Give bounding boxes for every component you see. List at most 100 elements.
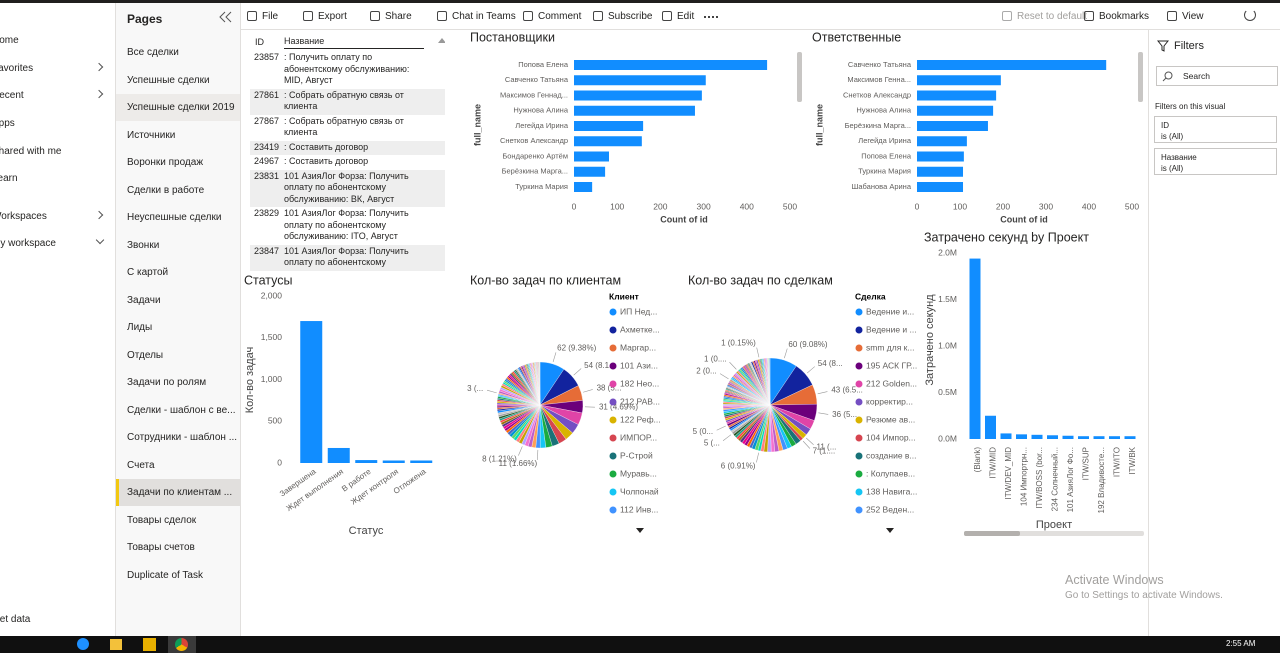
page-tab[interactable]: Счета <box>116 452 240 479</box>
toolbar-button[interactable]: View <box>1182 11 1204 22</box>
toolbar-button[interactable]: File <box>262 11 279 22</box>
legend-swatch <box>609 380 617 388</box>
nav-item[interactable]: Recent <box>0 90 24 101</box>
page-name: Сделки - шаблон с ве... <box>127 404 236 416</box>
bar <box>985 415 996 439</box>
nav-item[interactable]: Get data <box>0 614 31 625</box>
toolbar-button[interactable]: Share <box>385 11 412 22</box>
page-tab[interactable]: Товары сделок <box>116 507 240 534</box>
page-tab[interactable]: Неуспешные сделки <box>116 204 240 231</box>
nav-item[interactable]: Home <box>0 35 19 46</box>
table-row[interactable]: 23419: Составить договор <box>250 140 445 155</box>
page-tab[interactable]: Воронки продаж <box>116 149 240 176</box>
y-tick-label: 1,000 <box>261 374 283 384</box>
data-label: 31 (4.69%) <box>599 402 638 411</box>
legend-swatch <box>609 506 617 514</box>
data-label: 3 (... <box>467 384 483 393</box>
page-tab[interactable]: Звонки <box>116 232 240 259</box>
page-tab[interactable]: Задачи по клиентам ... <box>116 479 240 506</box>
page-tab[interactable]: Товары счетов <box>116 534 240 561</box>
legend-entry: Муравь... <box>620 468 657 478</box>
page-tab[interactable]: Все сделки <box>116 39 240 66</box>
x-tick-label: ITW/SUP <box>1082 447 1091 480</box>
toolbar-button[interactable]: Reset to default <box>1017 11 1088 22</box>
filter-icon <box>1157 40 1169 52</box>
table-row[interactable]: 24967: Составить договор <box>250 155 445 170</box>
page-tab[interactable]: Задачи <box>116 287 240 314</box>
page-tab[interactable]: Отделы <box>116 342 240 369</box>
table-cell: 27861 <box>254 89 280 100</box>
page-tab[interactable]: Duplicate of Task <box>116 562 240 589</box>
scrollbar[interactable] <box>964 531 1020 536</box>
toolbar-icon <box>662 11 672 21</box>
legend-entry: 138 Навига... <box>866 486 917 496</box>
bar <box>574 105 695 116</box>
filter-card[interactable]: ID is (All) <box>1154 116 1277 143</box>
page-tab[interactable]: С картой <box>116 259 240 286</box>
scrollbar[interactable] <box>1138 52 1143 102</box>
refresh-icon[interactable] <box>1244 9 1256 21</box>
page-tab[interactable]: Сделки в работе <box>116 177 240 204</box>
nav-item[interactable]: My workspace <box>0 238 56 249</box>
page-tab[interactable]: Сделки - шаблон с ве... <box>116 397 240 424</box>
table-row[interactable]: 27867: Собрать обратную связь от клиента <box>250 114 445 141</box>
table-row[interactable]: 23847 101 АзияЛог Форза: Получить оплату … <box>250 244 445 271</box>
page-name: Воронки продаж <box>127 157 204 168</box>
bar <box>574 90 702 101</box>
chart-title: Статусы <box>244 273 293 287</box>
collapse-icon[interactable] <box>219 11 233 23</box>
toolbar-button[interactable]: Bookmarks <box>1099 11 1150 22</box>
legend-more[interactable] <box>636 528 644 533</box>
toolbar-button[interactable]: Export <box>318 11 347 22</box>
taskbar-icon[interactable] <box>110 639 122 650</box>
page-name: Задачи по ролям <box>127 377 207 388</box>
filter-field: Название <box>1161 153 1197 162</box>
legend-entry: Чолпонай <box>620 486 659 496</box>
toolbar-button[interactable]: Subscribe <box>608 11 653 22</box>
page-tab[interactable]: Задачи по ролям <box>116 369 240 396</box>
nav-item[interactable]: Apps <box>0 118 15 129</box>
page-tab[interactable]: Лиды <box>116 314 240 341</box>
table-row[interactable]: 27861: Собрать обратную связь от клиента <box>250 88 445 115</box>
x-tick-label: 104 Импортрн... <box>1020 447 1029 506</box>
column-header[interactable]: ID <box>255 37 264 47</box>
taskbar-icon-active[interactable] <box>168 636 196 653</box>
scrollbar[interactable] <box>797 52 802 102</box>
nav-item[interactable]: Workspaces <box>0 211 47 222</box>
toolbar-button[interactable]: Chat in Teams <box>452 11 516 22</box>
legend-more[interactable] <box>886 528 894 533</box>
x-tick-label: 100 <box>953 201 967 211</box>
nav-item[interactable]: Shared with me <box>0 146 62 157</box>
leader-line <box>716 425 726 431</box>
table-row[interactable]: 23831 101 АзияЛог Форза: Получить оплату … <box>250 169 445 207</box>
taskbar-icon[interactable] <box>77 638 89 650</box>
page-tab[interactable]: Источники <box>116 122 240 149</box>
top-strip <box>0 0 1280 3</box>
x-axis-label: Count of id <box>1000 214 1047 224</box>
x-tick-label: 192 Владивосте... <box>1097 447 1106 513</box>
data-label: 36 (5... <box>832 410 857 419</box>
search-box[interactable]: Search <box>1156 66 1278 86</box>
toolbar-button[interactable]: Comment <box>538 11 582 22</box>
page-tab[interactable]: Сотрудники - шаблон ... <box>116 424 240 451</box>
filter-card[interactable]: Название is (All) <box>1154 148 1277 175</box>
scroll-up[interactable] <box>438 38 445 43</box>
legend-entry: Ведение и ... <box>866 324 917 334</box>
toolbar-icon <box>1167 11 1177 21</box>
bar <box>917 166 964 177</box>
taskbar-icon[interactable] <box>143 638 156 651</box>
nav-item[interactable]: Learn <box>0 173 18 184</box>
bar <box>917 182 964 192</box>
page-tab[interactable]: Успешные сделки 2019 <box>116 94 240 121</box>
chart-title: Кол-во задач по клиентам <box>470 273 621 287</box>
page-tab[interactable]: Успешные сделки <box>116 67 240 94</box>
more-button[interactable] <box>704 8 718 18</box>
y-tick-label: 1.0M <box>938 340 957 350</box>
nav-item[interactable]: Favorites <box>0 63 34 74</box>
toolbar-button[interactable]: Edit <box>677 11 695 22</box>
category-label: Нужнова Алина <box>513 106 568 115</box>
table-row[interactable]: 23857: Получить оплату по абонентскому о… <box>250 51 445 89</box>
column-header[interactable]: Название <box>284 36 424 49</box>
table-row[interactable]: 23829 101 АзияЛог Форза: Получить оплату … <box>250 207 445 245</box>
